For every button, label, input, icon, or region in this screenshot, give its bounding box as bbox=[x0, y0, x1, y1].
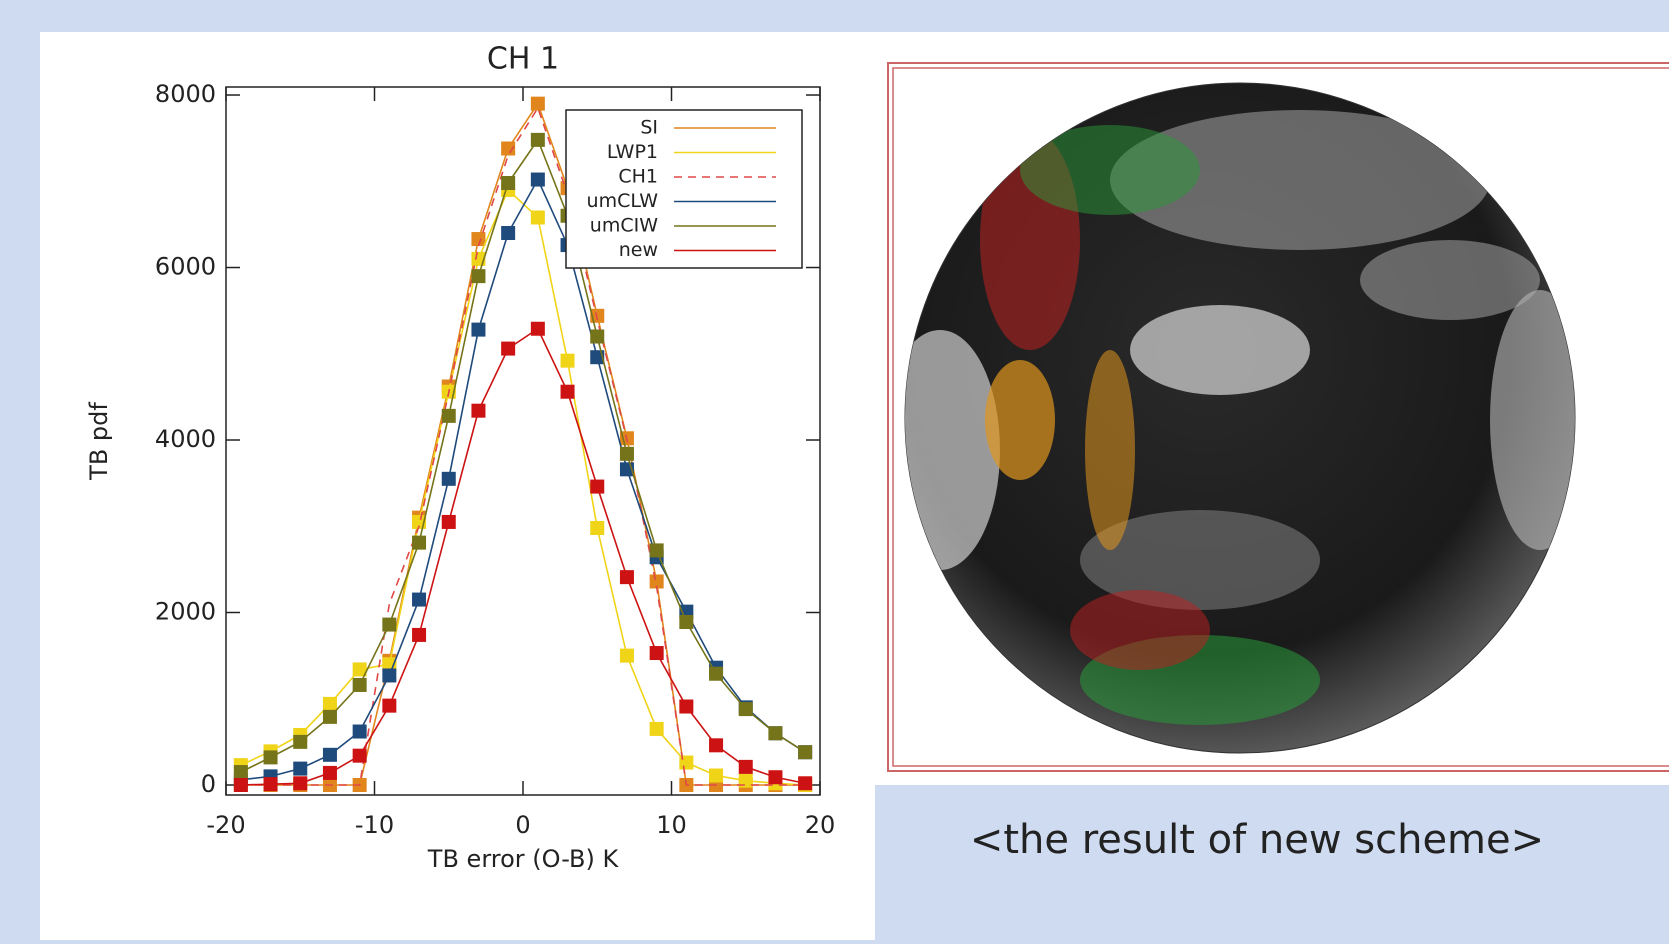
marker bbox=[650, 646, 664, 660]
caption: <the result of new scheme> bbox=[970, 817, 1544, 863]
marker bbox=[650, 722, 664, 736]
marker bbox=[412, 593, 426, 607]
y-tick-label: 8000 bbox=[155, 80, 216, 108]
marker bbox=[264, 777, 278, 791]
marker bbox=[531, 210, 545, 224]
legend-box bbox=[566, 110, 802, 268]
marker bbox=[323, 697, 337, 711]
x-axis-label: TB error (O-B) K bbox=[427, 845, 620, 873]
marker bbox=[471, 323, 485, 337]
legend-label: new bbox=[619, 239, 658, 261]
marker bbox=[531, 133, 545, 147]
marker bbox=[471, 404, 485, 418]
legend-label: LWP1 bbox=[607, 141, 658, 163]
x-tick-label: 0 bbox=[515, 811, 530, 839]
marker bbox=[293, 735, 307, 749]
marker bbox=[739, 760, 753, 774]
marker bbox=[798, 745, 812, 759]
marker bbox=[412, 628, 426, 642]
marker bbox=[382, 699, 396, 713]
page: {"chart_data": {"type": "line", "title":… bbox=[0, 0, 1669, 940]
marker bbox=[442, 472, 456, 486]
y-tick-label: 2000 bbox=[155, 598, 216, 626]
marker bbox=[590, 480, 604, 494]
marker bbox=[709, 769, 723, 783]
marker bbox=[590, 330, 604, 344]
marker bbox=[501, 176, 515, 190]
marker bbox=[531, 97, 545, 111]
marker bbox=[561, 385, 575, 399]
y-tick-label: 0 bbox=[201, 770, 216, 798]
y-tick-label: 4000 bbox=[155, 425, 216, 453]
marker bbox=[590, 521, 604, 535]
marker bbox=[234, 765, 248, 779]
x-tick-label: 10 bbox=[656, 811, 687, 839]
marker bbox=[531, 322, 545, 336]
marker bbox=[471, 269, 485, 283]
marker bbox=[679, 615, 693, 629]
marker bbox=[531, 173, 545, 187]
marker bbox=[679, 700, 693, 714]
x-tick-label: -10 bbox=[355, 811, 394, 839]
marker bbox=[442, 515, 456, 529]
marker bbox=[620, 570, 634, 584]
marker bbox=[501, 226, 515, 240]
marker bbox=[293, 776, 307, 790]
x-tick-label: -20 bbox=[206, 811, 245, 839]
slide: <the result of new scheme> CH 1 TB error … bbox=[0, 0, 1669, 940]
marker bbox=[412, 536, 426, 550]
marker bbox=[679, 756, 693, 770]
legend-label: SI bbox=[640, 117, 658, 139]
satellite-image bbox=[880, 63, 1669, 771]
marker bbox=[650, 543, 664, 557]
marker bbox=[709, 738, 723, 752]
marker bbox=[798, 776, 812, 790]
marker bbox=[293, 762, 307, 776]
marker bbox=[561, 354, 575, 368]
marker bbox=[768, 770, 782, 784]
y-axis-label: TB pdf bbox=[85, 402, 113, 481]
marker bbox=[620, 649, 634, 663]
marker bbox=[709, 667, 723, 681]
marker bbox=[501, 342, 515, 356]
legend-label: umCLW bbox=[587, 190, 659, 212]
marker bbox=[382, 668, 396, 682]
legend-label: umCIW bbox=[590, 215, 658, 237]
marker bbox=[442, 409, 456, 423]
x-tick-label: 20 bbox=[805, 811, 836, 839]
marker bbox=[234, 778, 248, 792]
marker bbox=[353, 749, 367, 763]
marker bbox=[382, 618, 396, 632]
marker bbox=[353, 725, 367, 739]
marker bbox=[620, 447, 634, 461]
marker bbox=[739, 702, 753, 716]
marker bbox=[323, 710, 337, 724]
marker bbox=[264, 750, 278, 764]
marker bbox=[323, 766, 337, 780]
chart-title: CH 1 bbox=[487, 42, 559, 77]
y-tick-label: 6000 bbox=[155, 253, 216, 281]
legend-label: CH1 bbox=[618, 166, 658, 188]
marker bbox=[768, 726, 782, 740]
marker bbox=[353, 678, 367, 692]
marker bbox=[323, 748, 337, 762]
